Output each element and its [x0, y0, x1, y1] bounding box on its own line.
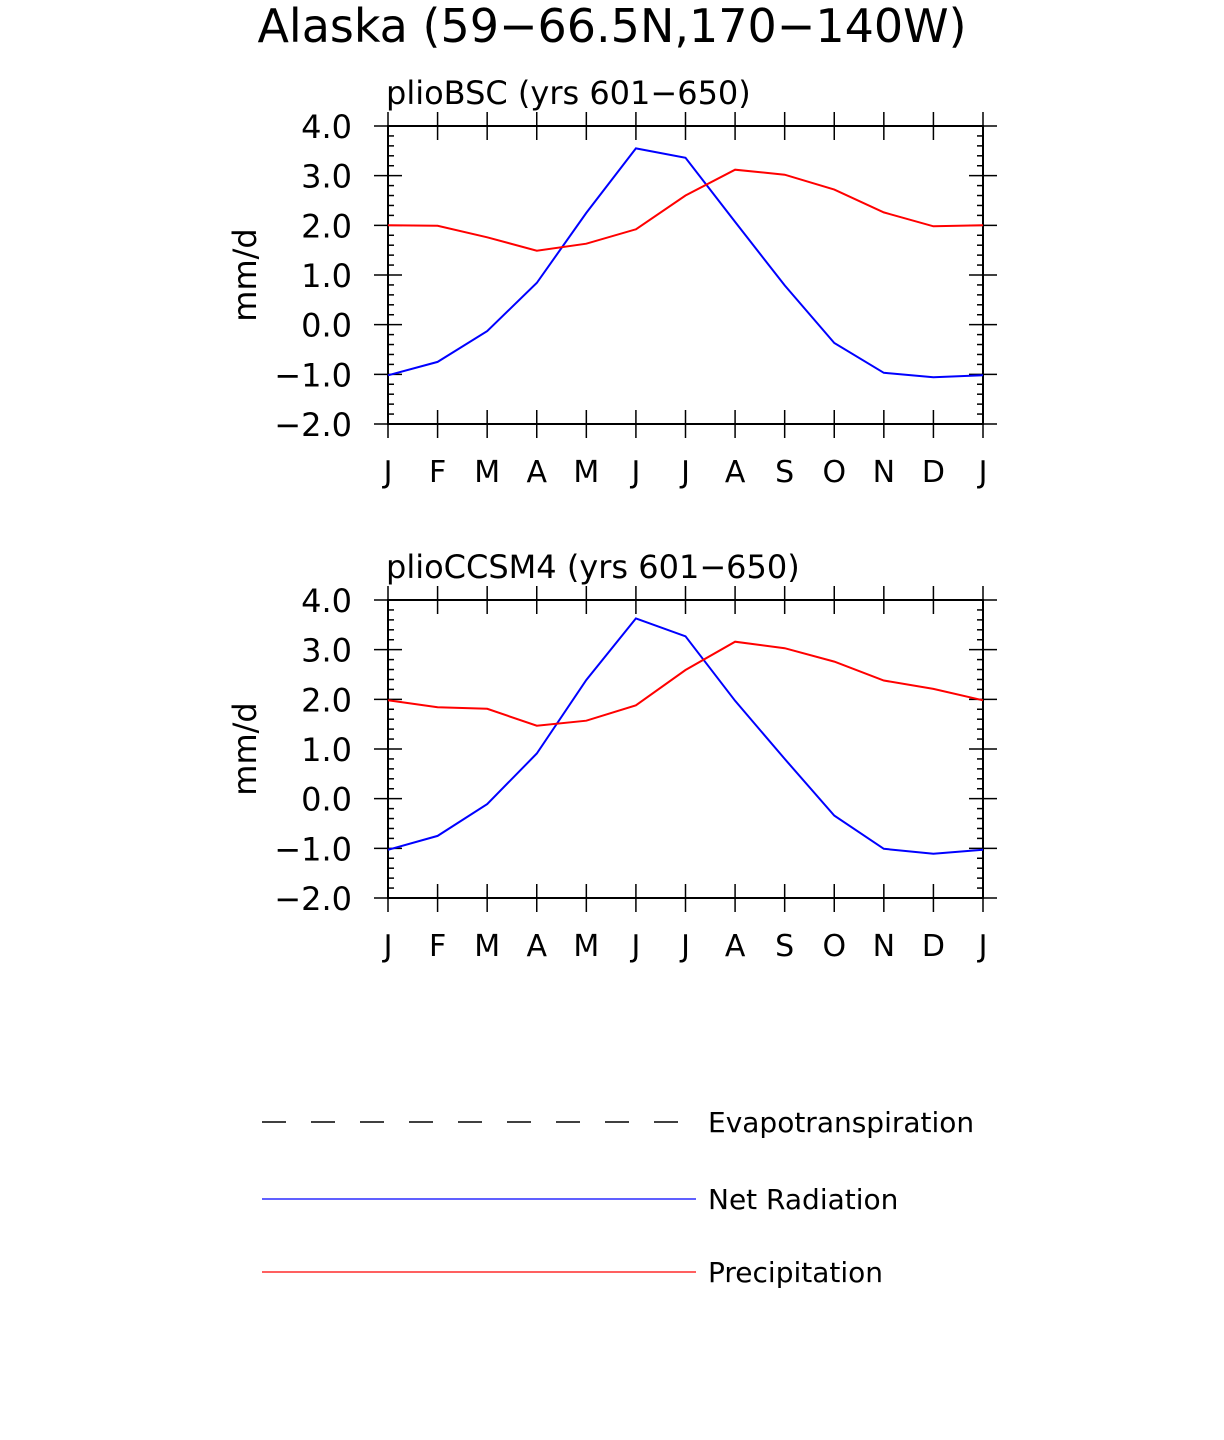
y-tick-label: −2.0	[274, 880, 352, 918]
x-tick-label: F	[429, 929, 446, 964]
x-tick-label: O	[822, 929, 846, 964]
y-axis-label: mm/d	[226, 228, 264, 321]
x-tick-label: J	[629, 455, 640, 490]
panel-plioBSC: plioBSC (yrs 601−650) mm/d 4.0 3.0 2.0 1.0 0.0…	[226, 74, 997, 490]
x-tick-label: A	[526, 455, 547, 490]
x-tick-label: A	[725, 929, 746, 964]
x-tick-label: S	[775, 455, 794, 490]
x-tick-label: J	[629, 929, 640, 964]
x-tick-label: F	[429, 455, 446, 490]
series-line-precipitation	[387, 640, 984, 727]
y-tick-label: 3.0	[301, 158, 352, 196]
y-tick-label: 4.0	[301, 582, 352, 620]
panel-title: plioCCSM4 (yrs 601−650)	[386, 548, 800, 586]
y-tick-label: 0.0	[301, 781, 352, 819]
x-tick-label: M	[573, 929, 599, 964]
x-tick-label: N	[873, 455, 895, 490]
legend-label: Net Radiation	[708, 1183, 898, 1216]
x-tick-label: D	[922, 929, 945, 964]
y-tick-label: −1.0	[274, 830, 352, 868]
x-tick-label: J	[977, 929, 988, 964]
y-tick-label: 2.0	[301, 681, 352, 719]
y-tick-label: −1.0	[274, 356, 352, 394]
x-tick-label: N	[873, 929, 895, 964]
legend-label: Precipitation	[708, 1256, 883, 1289]
x-tick-label: M	[573, 455, 599, 490]
figure-title: Alaska (59−66.5N,170−140W)	[257, 0, 966, 53]
x-tick-label: M	[474, 929, 500, 964]
panel-title: plioBSC (yrs 601−650)	[386, 74, 751, 112]
y-tick-label: 0.0	[301, 307, 352, 345]
x-tick-label: A	[526, 929, 547, 964]
plot-frame	[387, 599, 984, 899]
y-tick-label: −2.0	[274, 406, 352, 444]
plot-frame	[387, 125, 984, 425]
x-tick-label: J	[679, 929, 690, 964]
x-tick-label: D	[922, 455, 945, 490]
series-line-net-radiation	[387, 617, 984, 855]
y-tick-label: 1.0	[301, 257, 352, 295]
y-tick-label: 4.0	[301, 108, 352, 146]
legend-label: Evapotranspiration	[708, 1106, 974, 1139]
y-tick-label: 1.0	[301, 731, 352, 769]
y-axis-label: mm/d	[226, 702, 264, 795]
y-tick-label: 2.0	[301, 207, 352, 245]
x-tick-label: J	[382, 929, 393, 964]
x-tick-label: J	[977, 455, 988, 490]
x-tick-label: S	[775, 929, 794, 964]
series-line-precipitation	[387, 168, 984, 252]
x-tick-label: M	[474, 455, 500, 490]
x-tick-label: O	[822, 455, 846, 490]
legend: Evapotranspiration Net Radiation Precipita…	[262, 1106, 974, 1289]
x-tick-label: A	[725, 455, 746, 490]
x-tick-label: J	[679, 455, 690, 490]
panel-plioCCSM4: plioCCSM4 (yrs 601−650) mm/d 4.0 3.0 2.0 1.0 0…	[226, 548, 997, 964]
y-tick-label: 3.0	[301, 632, 352, 670]
x-tick-label: J	[382, 455, 393, 490]
series-line-net-radiation	[387, 147, 984, 379]
